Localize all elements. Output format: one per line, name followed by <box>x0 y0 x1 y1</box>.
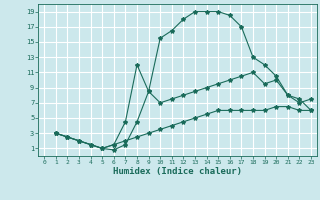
X-axis label: Humidex (Indice chaleur): Humidex (Indice chaleur) <box>113 167 242 176</box>
